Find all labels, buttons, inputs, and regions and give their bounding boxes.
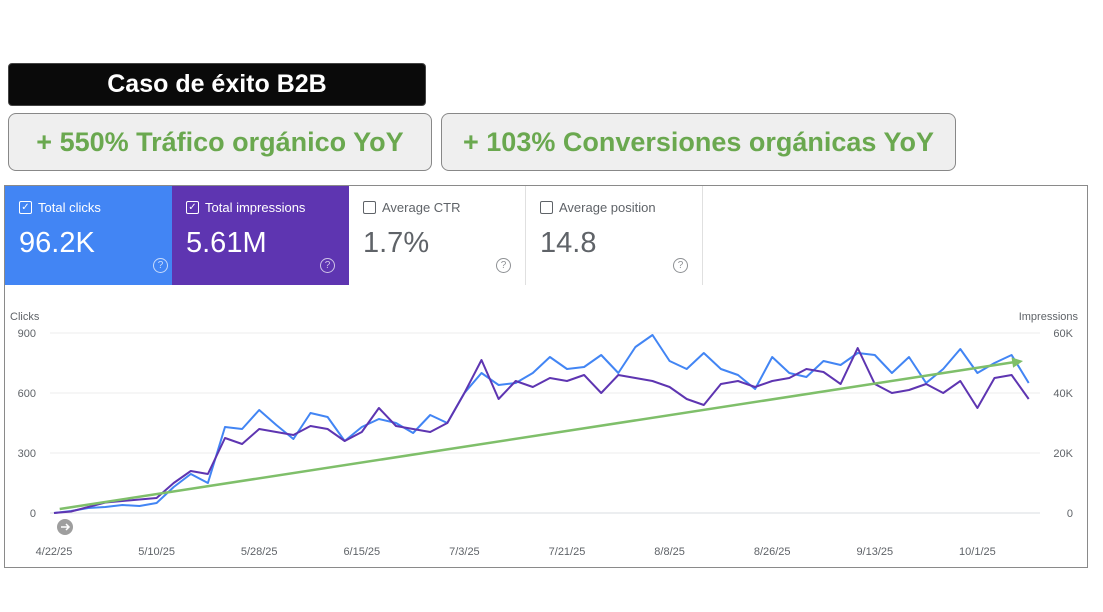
checkbox-unchecked-icon[interactable] <box>363 201 376 214</box>
metric-value: 96.2K <box>19 227 95 259</box>
y2-tick-label: 20K <box>1053 448 1073 460</box>
metric-label: Total clicks <box>38 200 101 215</box>
metric-total-clicks[interactable]: ✓ Total clicks 96.2K ? <box>5 186 182 285</box>
x-tick-label: 5/10/25 <box>138 546 175 558</box>
kpi-organic-traffic: + 550% Tráfico orgánico YoY <box>8 113 432 171</box>
metric-label: Average CTR <box>382 200 461 215</box>
help-icon[interactable]: ? <box>496 258 511 273</box>
y-tick-label: 600 <box>18 388 36 400</box>
x-tick-label: 7/21/25 <box>549 546 586 558</box>
y2-axis-label: Impressions <box>1019 311 1079 323</box>
expand-arrow-icon[interactable] <box>57 519 73 535</box>
x-tick-label: 5/28/25 <box>241 546 278 558</box>
x-tick-label: 4/22/25 <box>36 546 73 558</box>
y-tick-label: 300 <box>18 448 36 460</box>
y2-tick-label: 40K <box>1053 388 1073 400</box>
y-tick-label: 0 <box>30 508 36 520</box>
y-tick-label: 900 <box>18 328 36 340</box>
trend-line <box>59 360 1016 511</box>
metric-label: Average position <box>559 200 656 215</box>
checkbox-checked-icon[interactable]: ✓ <box>19 201 32 214</box>
checkbox-unchecked-icon[interactable] <box>540 201 553 214</box>
x-tick-label: 10/1/25 <box>959 546 996 558</box>
metric-total-impressions[interactable]: ✓ Total impressions 5.61M ? <box>172 186 349 285</box>
x-tick-label: 8/8/25 <box>654 546 685 558</box>
help-icon[interactable]: ? <box>673 258 688 273</box>
metric-value: 5.61M <box>186 227 267 259</box>
y2-tick-label: 0 <box>1067 508 1073 520</box>
x-tick-label: 9/13/25 <box>856 546 893 558</box>
case-study-banner: Caso de éxito B2B <box>8 63 426 106</box>
checkbox-checked-icon[interactable]: ✓ <box>186 201 199 214</box>
trend-arrowhead-icon <box>1011 357 1023 368</box>
metric-label: Total impressions <box>205 200 306 215</box>
y-axis-label: Clicks <box>10 311 40 323</box>
metric-average-position[interactable]: Average position 14.8 ? <box>526 186 703 285</box>
x-tick-label: 8/26/25 <box>754 546 791 558</box>
metric-average-ctr[interactable]: Average CTR 1.7% ? <box>349 186 526 285</box>
performance-card: ✓ Total clicks 96.2K ? ✓ Total impressions… <box>4 185 1088 568</box>
y2-tick-label: 60K <box>1053 328 1073 340</box>
help-icon[interactable]: ? <box>320 258 335 273</box>
x-tick-label: 6/15/25 <box>343 546 380 558</box>
metric-value: 1.7% <box>363 227 430 259</box>
metric-value: 14.8 <box>540 227 597 259</box>
help-icon[interactable]: ? <box>153 258 168 273</box>
x-tick-label: 7/3/25 <box>449 546 480 558</box>
kpi-organic-conversions: + 103% Conversiones orgánicas YoY <box>441 113 956 171</box>
series-line-impressions <box>53 347 1030 514</box>
